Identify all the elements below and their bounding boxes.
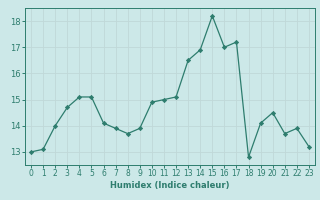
X-axis label: Humidex (Indice chaleur): Humidex (Indice chaleur): [110, 181, 230, 190]
